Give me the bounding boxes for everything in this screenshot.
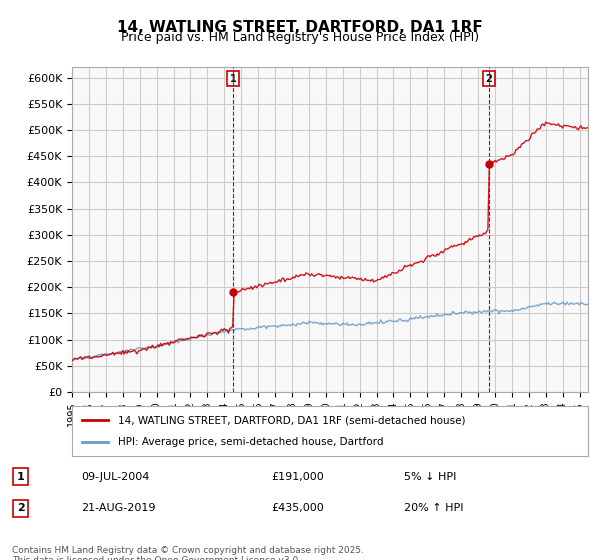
Text: £435,000: £435,000 xyxy=(271,503,324,513)
Text: 2: 2 xyxy=(17,503,25,513)
Text: 20% ↑ HPI: 20% ↑ HPI xyxy=(404,503,463,513)
Text: Contains HM Land Registry data © Crown copyright and database right 2025.
This d: Contains HM Land Registry data © Crown c… xyxy=(12,546,364,560)
Text: Price paid vs. HM Land Registry's House Price Index (HPI): Price paid vs. HM Land Registry's House … xyxy=(121,31,479,44)
Text: 1: 1 xyxy=(17,472,25,482)
Text: 14, WATLING STREET, DARTFORD, DA1 1RF: 14, WATLING STREET, DARTFORD, DA1 1RF xyxy=(117,20,483,35)
Text: 09-JUL-2004: 09-JUL-2004 xyxy=(81,472,149,482)
Text: 2: 2 xyxy=(485,73,492,83)
Text: £191,000: £191,000 xyxy=(271,472,324,482)
Text: 5% ↓ HPI: 5% ↓ HPI xyxy=(404,472,456,482)
Text: 21-AUG-2019: 21-AUG-2019 xyxy=(81,503,155,513)
Text: HPI: Average price, semi-detached house, Dartford: HPI: Average price, semi-detached house,… xyxy=(118,437,384,447)
Text: 1: 1 xyxy=(230,73,236,83)
Text: 14, WATLING STREET, DARTFORD, DA1 1RF (semi-detached house): 14, WATLING STREET, DARTFORD, DA1 1RF (s… xyxy=(118,415,466,425)
